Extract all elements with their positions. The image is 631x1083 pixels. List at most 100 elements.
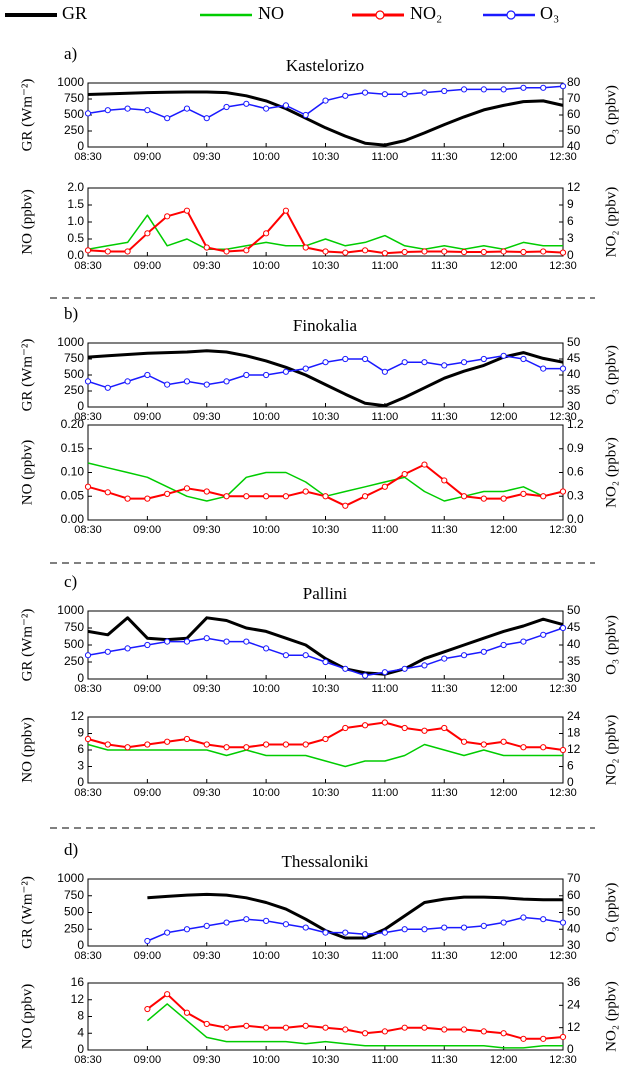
x-tick-label: 09:00 (134, 1054, 162, 1066)
legend-label: NO₂ (410, 3, 442, 23)
y2-tick-label: 0 (567, 775, 574, 789)
data-point (540, 631, 547, 638)
data-point (203, 1020, 210, 1028)
y-axis-label: NO (ppbv) (19, 189, 35, 254)
data-point (480, 1028, 487, 1035)
data-point (223, 1024, 230, 1031)
x-tick-label: 10:30 (312, 411, 340, 423)
panel-label: b) (64, 304, 78, 323)
panel-title: Pallini (303, 584, 348, 603)
x-tick-label: 11:00 (372, 260, 399, 272)
data-point (302, 652, 309, 659)
y-tick-label: 16 (71, 975, 85, 989)
data-point (421, 1024, 428, 1031)
data-point (441, 655, 448, 662)
data-point (401, 926, 408, 933)
x-tick-label: 12:00 (490, 260, 518, 272)
data-point (500, 248, 507, 255)
data-point (381, 368, 388, 375)
data-point (460, 359, 468, 366)
x-tick-label: 10:00 (252, 260, 280, 272)
panel-label: d) (64, 840, 78, 859)
x-tick-label: 11:30 (431, 1054, 458, 1066)
data-point (520, 355, 527, 363)
data-point (342, 92, 349, 99)
x-tick-label: 09:30 (193, 411, 221, 423)
panel-label: c) (64, 572, 77, 591)
data-point (361, 493, 369, 500)
x-tick-label: 12:30 (549, 260, 577, 272)
x-tick-label: 09:00 (134, 683, 162, 695)
legend-marker (506, 10, 516, 20)
x-tick-label: 12:30 (549, 411, 577, 423)
data-point (223, 638, 230, 645)
x-tick-label: 10:30 (312, 683, 340, 695)
x-tick-label: 10:00 (252, 787, 280, 799)
data-point (500, 738, 507, 745)
x-tick-label: 09:30 (193, 787, 221, 799)
x-tick-label: 12:30 (549, 683, 577, 695)
data-point (460, 738, 468, 745)
x-tick-label: 10:00 (252, 1054, 280, 1066)
data-point (84, 652, 92, 659)
x-tick-label: 10:00 (252, 683, 280, 695)
y2-tick-label: 12 (567, 742, 581, 756)
y-tick-label: 6 (77, 742, 84, 756)
data-point (183, 1009, 191, 1016)
data-point (282, 652, 290, 659)
y2-axis-label: O₃ (ppbv) (603, 85, 619, 145)
legend-label: O₃ (540, 3, 559, 23)
data-point (421, 926, 428, 933)
data-point (203, 922, 210, 930)
y-tick-label: 0 (77, 671, 84, 685)
data-point (124, 248, 131, 255)
x-tick-label: 12:30 (549, 787, 577, 799)
y2-tick-label: 24 (567, 709, 581, 723)
y2-tick-label: 50 (567, 123, 581, 137)
data-point (164, 490, 171, 497)
y-tick-label: 0 (77, 775, 84, 789)
data-point (243, 493, 250, 500)
data-point (460, 493, 468, 500)
x-tick-label: 09:30 (193, 260, 221, 272)
x-tick-label: 10:30 (312, 1054, 340, 1066)
y-tick-label: 2.0 (67, 180, 84, 194)
y-tick-label: 0.5 (67, 231, 84, 245)
data-point (540, 916, 547, 923)
data-point (144, 741, 151, 748)
x-tick-label: 10:30 (312, 950, 340, 962)
x-tick-label: 08:30 (74, 260, 102, 272)
data-point (282, 741, 290, 748)
data-point (282, 102, 290, 109)
data-point (124, 105, 131, 112)
data-point (559, 249, 567, 256)
y-axis-label: NO (ppbv) (19, 984, 35, 1049)
x-tick-label: 12:00 (490, 1054, 518, 1066)
x-tick-label: 08:30 (74, 411, 102, 423)
data-point (282, 368, 290, 375)
data-point (203, 115, 210, 122)
legend-label: GR (62, 3, 87, 23)
data-point (243, 100, 250, 107)
data-point (361, 931, 369, 938)
x-tick-label: 11:30 (431, 411, 458, 423)
x-tick-label: 08:30 (74, 524, 102, 536)
y-tick-label: 1000 (57, 75, 84, 89)
data-point (164, 381, 171, 388)
y2-tick-label: 70 (567, 871, 581, 885)
data-point (520, 1035, 527, 1042)
data-point (342, 355, 349, 363)
y2-tick-label: 70 (567, 91, 581, 105)
data-point (322, 658, 329, 666)
y2-tick-label: 80 (567, 75, 581, 89)
y-tick-label: 0.10 (61, 465, 85, 479)
y-tick-label: 0 (77, 938, 84, 952)
data-point (302, 111, 309, 119)
y2-tick-label: 30 (567, 399, 581, 413)
y-tick-label: 9 (77, 726, 84, 740)
data-point (520, 638, 527, 645)
data-point (302, 244, 309, 251)
data-point (203, 635, 210, 642)
series-line (87, 463, 564, 507)
x-tick-label: 11:30 (431, 151, 458, 163)
